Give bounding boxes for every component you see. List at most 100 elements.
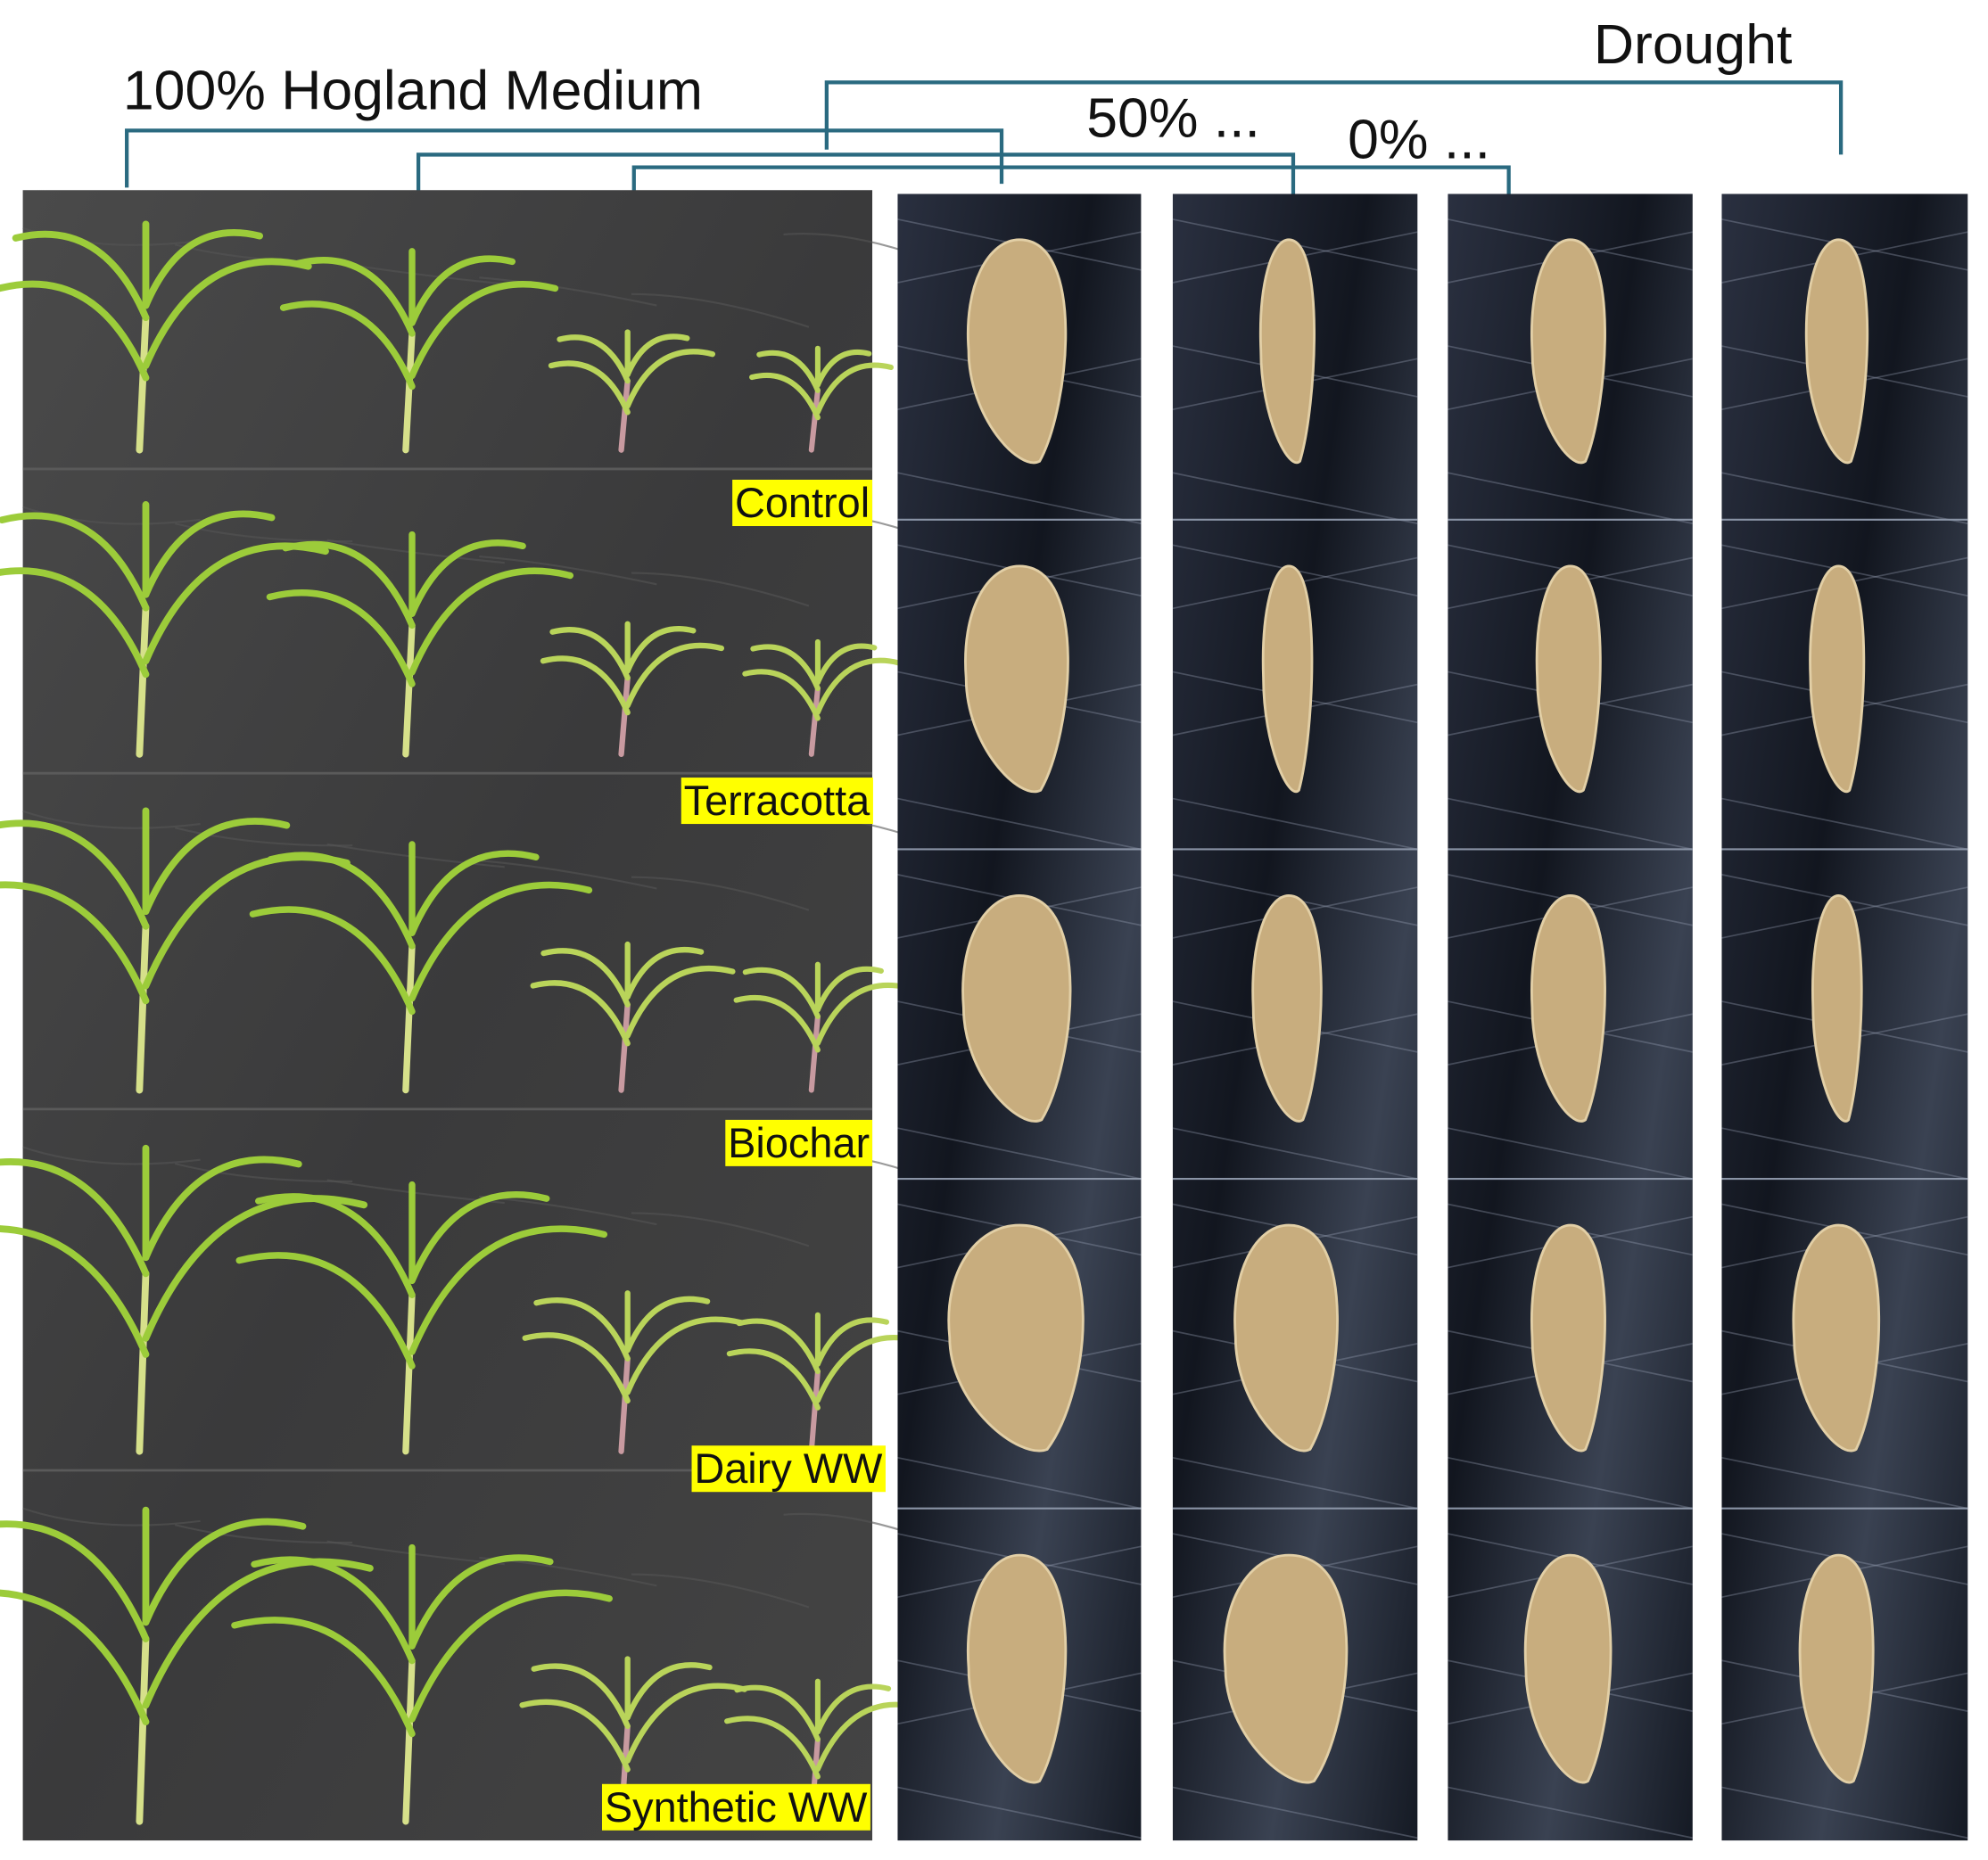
root-mass: [947, 1223, 1085, 1453]
stem: [402, 1657, 416, 1825]
stem: [808, 387, 821, 453]
leaf: [142, 1518, 307, 1626]
stem: [402, 1291, 416, 1455]
wrinkle: [897, 1127, 1142, 1180]
leaf: [255, 1193, 416, 1298]
leaf: [142, 510, 276, 598]
root-mass: [1251, 894, 1323, 1123]
photos: [0, 190, 1968, 1841]
leaf: [0, 567, 150, 679]
leaf: [533, 1297, 631, 1362]
leaf: [0, 881, 150, 1005]
wrinkle: [1448, 1786, 1693, 1839]
leaf: [749, 372, 821, 421]
wrinkle: [1172, 1127, 1418, 1180]
leaf: [142, 229, 264, 309]
leaf: [408, 1589, 613, 1723]
stem: [618, 1355, 631, 1454]
stem: [136, 1635, 150, 1825]
root-mass: [1233, 1223, 1339, 1453]
leaf: [408, 1191, 550, 1284]
stem: [136, 604, 150, 758]
leaf: [142, 1558, 374, 1709]
leaf: [0, 280, 150, 382]
leaf: [814, 966, 884, 1013]
stem: [618, 1001, 631, 1093]
leaf: [231, 1617, 416, 1738]
root-mass: [1258, 238, 1316, 465]
wrinkle: [1172, 797, 1418, 851]
plant-photo: [22, 190, 873, 1841]
leaf: [624, 642, 725, 709]
leaf: [557, 334, 631, 384]
leaf: [279, 300, 416, 391]
plant: [0, 501, 329, 758]
leaf: [624, 333, 690, 378]
label-highlight: [601, 1783, 870, 1831]
leaf: [756, 350, 821, 393]
plant: [733, 961, 912, 1093]
bracket: [824, 80, 1844, 155]
leaf: [814, 657, 902, 715]
leaf: [624, 1316, 745, 1395]
treatment-label: Control: [735, 480, 870, 526]
leaf: [624, 1662, 713, 1721]
wrinkle: [631, 876, 810, 911]
group-label: 100% Hogland Medium: [123, 59, 703, 121]
leaf: [742, 669, 821, 721]
wrinkle: [1448, 797, 1693, 851]
root-mass: [1530, 238, 1606, 465]
root-mass: [964, 564, 1069, 794]
stem: [402, 621, 416, 758]
wrinkle: [174, 1162, 353, 1183]
wrinkle: [897, 797, 1142, 851]
wrinkle: [1721, 797, 1968, 851]
root-mass: [966, 1553, 1068, 1784]
leaf: [519, 1699, 631, 1773]
leaf: [0, 819, 150, 930]
stem: [808, 1013, 821, 1093]
leaf: [408, 881, 593, 1002]
label-highlight: [681, 778, 873, 825]
root-mass: [1261, 564, 1314, 794]
leaf: [734, 1684, 821, 1742]
wrinkle: [174, 1524, 353, 1544]
wrinkle: [479, 860, 657, 890]
wrinkle: [22, 1507, 201, 1527]
leaf: [814, 1317, 889, 1367]
wrinkle: [1448, 472, 1693, 524]
plant: [0, 807, 351, 1094]
stem: [136, 314, 150, 454]
wrinkle: [631, 1212, 810, 1247]
wrinkle: [897, 472, 1142, 524]
plant: [522, 1290, 745, 1454]
leaf: [540, 655, 631, 716]
leaf: [293, 257, 416, 337]
leaf: [0, 1158, 150, 1278]
plant: [530, 941, 736, 1093]
leaf: [0, 1520, 150, 1642]
plant: [540, 621, 725, 757]
leaf: [408, 567, 574, 676]
wrinkle: [479, 556, 657, 586]
leaf: [408, 850, 540, 936]
bracket: [125, 128, 1004, 188]
wrinkle: [1172, 472, 1418, 524]
group-label: 50% ...: [1086, 87, 1260, 150]
leaf: [408, 281, 559, 380]
plant: [249, 841, 593, 1094]
leaf: [624, 1683, 748, 1764]
stem: [136, 1270, 150, 1455]
leaf: [624, 626, 697, 674]
leaf: [0, 1589, 150, 1725]
label-highlight: [691, 1445, 886, 1493]
wrinkle: [479, 276, 657, 307]
leaf: [249, 906, 416, 1016]
wrinkle: [1172, 1456, 1418, 1510]
stem: [402, 330, 416, 454]
leaf: [540, 948, 631, 1008]
leaf: [0, 512, 150, 612]
leaf: [724, 1716, 821, 1780]
leaf: [266, 589, 416, 687]
wrinkle: [1172, 1786, 1418, 1839]
